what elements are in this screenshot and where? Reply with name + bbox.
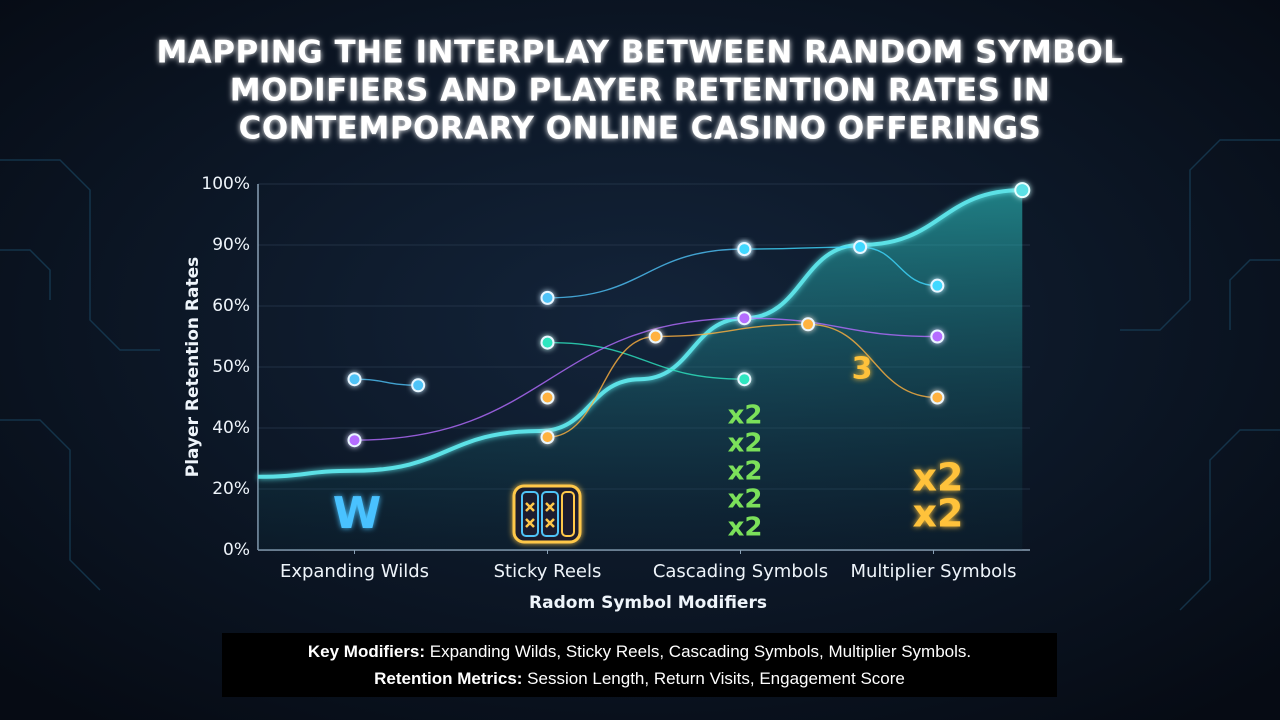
multiplier-icon: x2 [913, 492, 964, 536]
footer-line: Key Modifiers: Expanding Wilds, Sticky R… [222, 638, 1057, 665]
plot-area: 0% 20% 40% 50% 60% 90% 100% Expanding Wilds Stic… [201, 174, 1031, 582]
y-tick-label: 60% [212, 296, 250, 316]
point [347, 433, 362, 448]
y-tick-label: 0% [223, 540, 250, 560]
y-axis-label: Player Retention Rates [183, 257, 203, 478]
chart-title: CONTEMPORARY ONLINE CASINO OFFERINGS [239, 111, 1042, 147]
y-tick-label: 50% [212, 357, 250, 377]
chart-title: MODIFIERS AND PLAYER RETENTION RATES IN [230, 73, 1051, 109]
point [737, 311, 752, 326]
cascade-icon: x2 [728, 457, 763, 487]
point [737, 372, 752, 387]
point [930, 329, 945, 344]
point [930, 390, 945, 405]
x-tick-label: Multiplier Symbols [850, 561, 1016, 582]
point [540, 335, 555, 350]
y-tick-label: 40% [212, 418, 250, 438]
y-tick-label: 90% [212, 235, 250, 255]
point [1014, 182, 1031, 199]
point [347, 372, 362, 387]
series-line [354, 317, 938, 441]
point [540, 390, 555, 405]
footer-line: Retention Metrics: Session Length, Retur… [222, 665, 1057, 692]
footer: Key Modifiers: Expanding Wilds, Sticky R… [222, 633, 1057, 697]
point [540, 430, 555, 445]
point [853, 240, 868, 255]
point [737, 242, 752, 257]
circuit-decoration [0, 139, 1280, 611]
x-tick-label: Expanding Wilds [280, 561, 429, 582]
cascade-icon: x2 [728, 401, 763, 431]
multiplier-icon: x2 [913, 456, 964, 500]
wild-icon: W [333, 488, 382, 539]
cascade-icon: x2 [728, 513, 763, 543]
series-line [547, 248, 745, 299]
point [648, 329, 663, 344]
trend-area [258, 190, 1023, 550]
sticky-reels-icon [512, 484, 582, 544]
footer-text: Session Length, Return Visits, Engagemen… [527, 669, 905, 688]
point [411, 378, 426, 393]
y-tick-label: 100% [201, 174, 250, 194]
series-line [354, 378, 419, 386]
footer-label: Retention Metrics: [374, 669, 523, 688]
trend-line [257, 188, 1023, 479]
chart-title: MAPPING THE INTERPLAY BETWEEN RANDOM SYM… [156, 35, 1123, 71]
series-line [547, 341, 745, 380]
point [540, 290, 555, 305]
point [801, 317, 816, 332]
y-tick-label: 20% [212, 479, 250, 499]
series-line [547, 323, 938, 438]
multiplier-count-icon: 3 [852, 352, 873, 387]
footer-label: Key Modifiers: [307, 642, 426, 661]
x-tick-label: Cascading Symbols [653, 561, 828, 582]
point [930, 278, 945, 293]
footer-text: Expanding Wilds, Sticky Reels, Cascading… [429, 642, 972, 661]
x-tick-label: Sticky Reels [494, 561, 602, 582]
cascade-icon: x2 [728, 485, 763, 515]
x-axis-label: Radom Symbol Modifiers [529, 593, 767, 613]
cascade-icon: x2 [728, 429, 763, 459]
